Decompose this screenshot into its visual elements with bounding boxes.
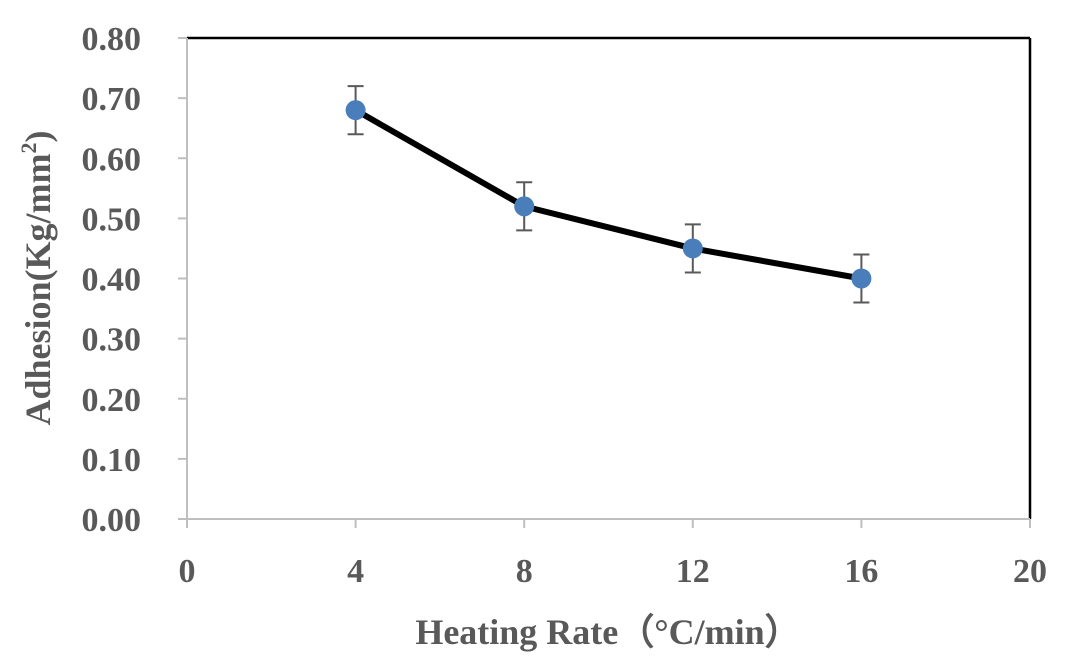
y-axis-title-main: Adhesion(Kg/mm: [18, 153, 58, 425]
data-point: [682, 238, 703, 259]
y-axis-ticks: 0.00 0.10 0.20 0.30 0.40 0.50 0.60 0.70 0.80: [82, 21, 187, 539]
y-tick-label: 0.10: [82, 442, 142, 479]
y-tick-label: 0.20: [82, 382, 142, 419]
error-bars: [347, 85, 870, 304]
x-axis-ticks: 0 4 8 12 16 20: [179, 519, 1047, 590]
y-tick-label: 0.30: [82, 322, 142, 359]
x-tick-label: 8: [516, 553, 533, 590]
x-tick-label: 12: [676, 553, 710, 590]
y-tick-label: 0.50: [82, 201, 142, 238]
data-point: [514, 196, 535, 217]
y-axis-title-superscript: 2: [16, 142, 41, 153]
x-tick-label: 20: [1013, 553, 1047, 590]
x-tick-label: 4: [347, 553, 364, 590]
data-point: [345, 100, 366, 121]
x-tick-label: 0: [179, 553, 196, 590]
x-tick-label: 16: [844, 553, 878, 590]
y-tick-label: 0.60: [82, 141, 142, 178]
y-tick-label: 0.70: [82, 81, 142, 118]
y-axis-title: Adhesion(Kg/mm2): [16, 130, 58, 425]
y-tick-label: 0.00: [82, 502, 142, 539]
series-line-adhesion: [354, 107, 862, 282]
data-points: [345, 100, 872, 289]
y-axis-title-close: ): [18, 130, 58, 142]
data-point: [851, 268, 872, 289]
y-tick-label: 0.80: [82, 21, 142, 58]
y-tick-label: 0.40: [82, 262, 142, 299]
x-axis-title: Heating Rate（°C/min）: [415, 612, 800, 652]
